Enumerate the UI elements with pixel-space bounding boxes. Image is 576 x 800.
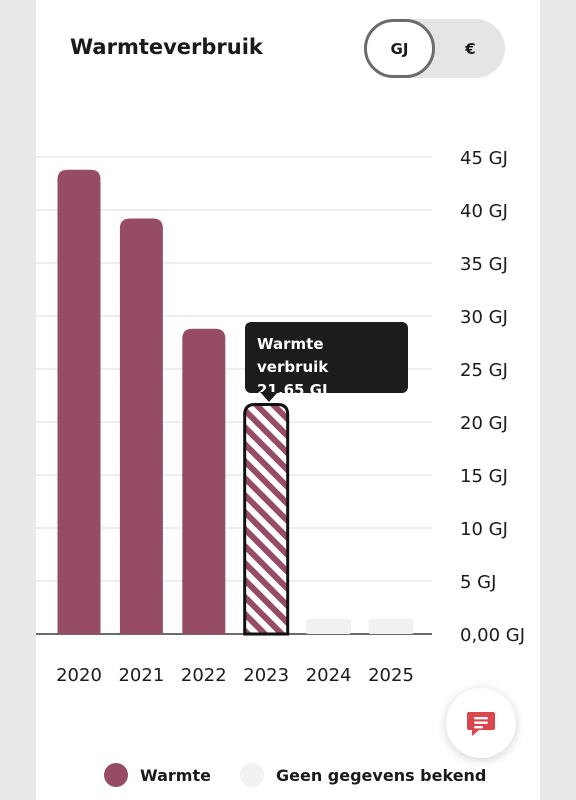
legend-swatch-warmte [104, 763, 128, 787]
y-tick-label: 25 GJ [460, 360, 508, 381]
toggle-euro-option[interactable]: € [465, 39, 476, 58]
bar-tooltip: Warmte verbruik 21,65 GJ [245, 322, 408, 402]
y-tick-label: 15 GJ [460, 466, 508, 487]
y-tick-label: 0,00 GJ [460, 625, 525, 646]
y-tick-label: 20 GJ [460, 413, 508, 434]
y-tick-label: 45 GJ [460, 148, 508, 169]
bar-2023-selected[interactable] [243, 403, 290, 636]
y-tick-label: 40 GJ [460, 201, 508, 222]
bar-2020[interactable] [57, 169, 101, 634]
x-tick-label: 2022 [181, 665, 227, 686]
tooltip-title: Warmte verbruik [257, 335, 329, 376]
legend-swatch-no-data [240, 763, 264, 787]
x-tick-label: 2020 [56, 665, 102, 686]
chat-button[interactable] [446, 688, 516, 758]
legend-item-warmte: Warmte [104, 760, 211, 790]
legend-label-warmte: Warmte [140, 765, 211, 785]
legend-item-no-data: Geen gegevens bekend [240, 760, 486, 790]
y-tick-label: 35 GJ [460, 254, 508, 275]
x-tick-label: 2023 [243, 665, 289, 686]
y-tick-label: 10 GJ [460, 519, 508, 540]
bar-2024-no-data[interactable] [306, 619, 352, 634]
y-tick-label: 30 GJ [460, 307, 508, 328]
toggle-gj-option[interactable]: GJ [364, 19, 435, 78]
y-tick-label: 5 GJ [460, 572, 496, 593]
bar-2025-no-data[interactable] [368, 619, 414, 634]
chat-icon [467, 712, 495, 736]
bar-2021[interactable] [119, 218, 163, 635]
x-tick-label: 2024 [306, 665, 352, 686]
unit-toggle[interactable]: GJ € [364, 19, 505, 78]
legend-label-no-data: Geen gegevens bekend [276, 765, 487, 785]
x-tick-label: 2021 [118, 665, 164, 686]
x-tick-label: 2025 [368, 665, 414, 686]
tooltip-value: 21,65 GJ [257, 381, 328, 399]
page-title: Warmteverbruik [70, 35, 263, 59]
bar-2022[interactable] [182, 328, 226, 634]
